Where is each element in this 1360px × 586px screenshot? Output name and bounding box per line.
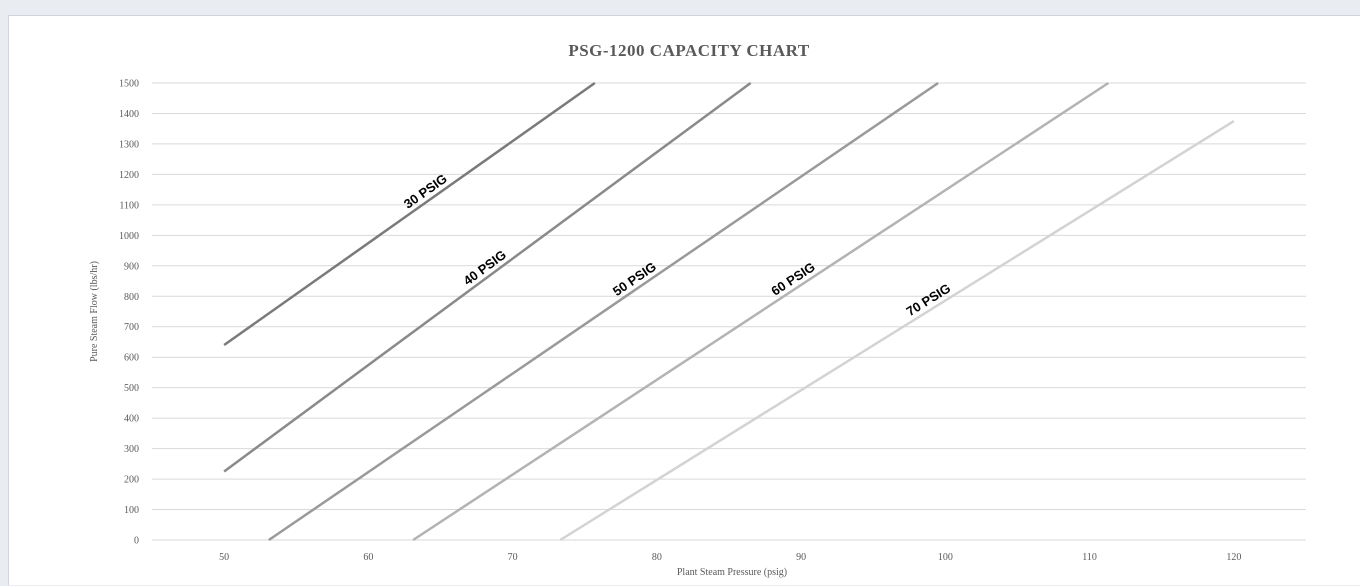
x-tick-label: 90	[796, 552, 806, 563]
x-tick-label: 70	[508, 552, 518, 563]
y-tick-label: 800	[124, 292, 139, 303]
y-tick-label: 1300	[119, 139, 139, 150]
x-tick-label: 80	[652, 552, 662, 563]
y-tick-label: 1500	[119, 79, 139, 90]
y-tick-label: 1400	[119, 109, 139, 120]
y-tick-label: 400	[124, 414, 139, 425]
x-tick-label: 50	[219, 552, 229, 563]
y-tick-label: 0	[134, 536, 139, 547]
y-tick-label: 1200	[119, 170, 139, 181]
capacity-chart: PSG-1200 CAPACITY CHART 0100200300400500…	[89, 41, 1306, 578]
series-line	[268, 81, 939, 542]
y-tick-label: 1000	[119, 231, 139, 242]
series-line	[559, 120, 1235, 542]
y-tick-label: 100	[124, 505, 139, 516]
x-tick-label: 120	[1226, 552, 1241, 563]
chart-title: PSG-1200 CAPACITY CHART	[568, 41, 810, 60]
y-tick-label: 600	[124, 353, 139, 364]
x-tick-label: 100	[938, 552, 953, 563]
y-tick-label: 900	[124, 261, 139, 272]
y-tick-label: 500	[124, 383, 139, 394]
x-tick-label: 60	[363, 552, 373, 563]
chart-panel: PSG-1200 CAPACITY CHART 0 100 200 300 400 500…	[8, 15, 1360, 585]
y-tick-label: 200	[124, 475, 139, 486]
y-tick-label: 300	[124, 444, 139, 455]
gridlines	[152, 82, 1306, 541]
series-line	[412, 81, 1110, 542]
x-axis-title: Plant Steam Pressure (psig)	[677, 567, 787, 578]
series-lines	[223, 81, 1235, 542]
y-tick-label: 700	[124, 322, 139, 333]
y-axis-ticks: 0 100 200 300 400 500 600 700 800 900 1000 1100 1200…	[119, 79, 139, 547]
series-line	[223, 81, 596, 347]
y-axis-title: Pure Steam Flow (lbs/hr)	[89, 261, 100, 362]
y-tick-label: 1100	[119, 200, 139, 211]
series-line	[223, 81, 752, 473]
x-tick-label: 110	[1082, 552, 1097, 563]
x-axis-ticks: 50 60 70 80 90 100 110 120	[219, 552, 1241, 563]
